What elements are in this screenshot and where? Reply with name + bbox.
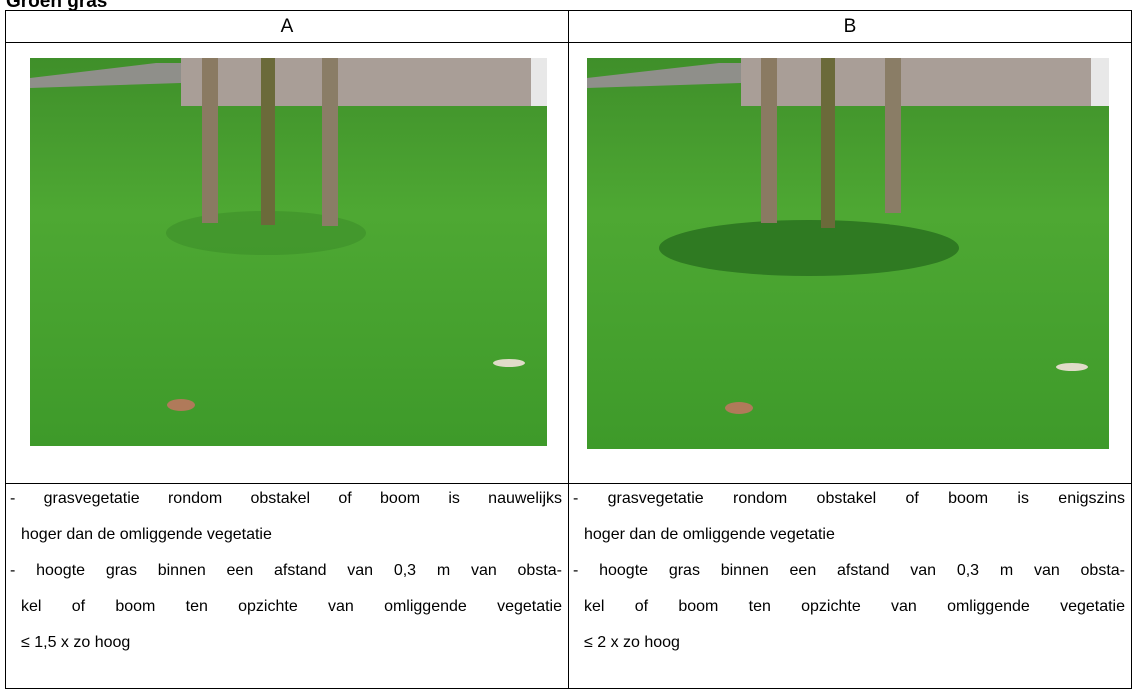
page: Groen gras A B - grasvegetatie rondom ob… [0,0,1137,648]
bullet-line: - grasvegetatie rondom obstakel of boom … [573,488,1125,524]
comparison-table: A B - grasvegetatie rondom obstakel of b… [5,10,1132,689]
photo-cell [569,43,1132,484]
bullet-line: hoger dan de omliggende vegetatie [10,524,562,560]
bullet-line: ≤ 2 x zo hoog [573,632,1125,668]
photo [6,43,566,483]
bullet-line: kel of boom ten opzichte van omliggende … [10,596,562,632]
text-cell: - grasvegetatie rondom obstakel of boom … [569,484,1132,689]
photo-cell [6,43,569,484]
bullet-line: ≤ 1,5 x zo hoog [10,632,562,668]
column-header: B [569,11,1132,43]
text-cell: - grasvegetatie rondom obstakel of boom … [6,484,569,689]
bullet-line: hoger dan de omliggende vegetatie [573,524,1125,560]
bullet-line: - hoogte gras binnen een afstand van 0,3… [573,560,1125,596]
column-header: A [6,11,569,43]
bullet-line: - hoogte gras binnen een afstand van 0,3… [10,560,562,596]
photo [569,43,1129,483]
bullet-line: kel of boom ten opzichte van omliggende … [573,596,1125,632]
bullet-line: - grasvegetatie rondom obstakel of boom … [10,488,562,524]
